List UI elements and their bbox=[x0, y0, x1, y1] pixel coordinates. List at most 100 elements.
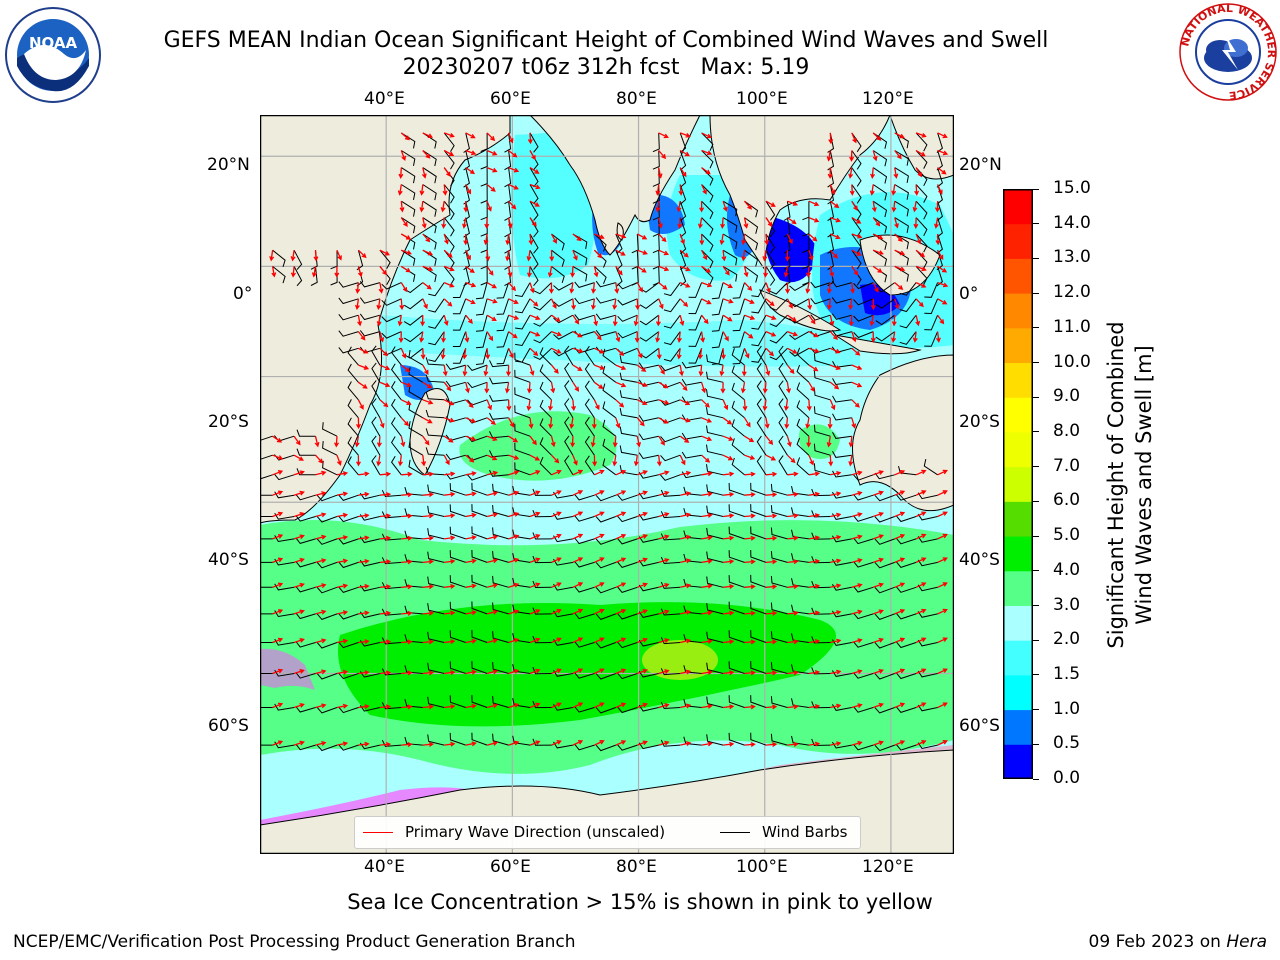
wind-barb bbox=[728, 575, 745, 588]
wave-direction-arrow bbox=[679, 233, 685, 245]
wind-barb bbox=[401, 184, 416, 200]
wind-barb bbox=[449, 504, 466, 517]
wind-barb bbox=[574, 706, 595, 713]
wind-barb bbox=[595, 538, 616, 545]
wind-barb bbox=[310, 266, 318, 286]
wind-barb bbox=[338, 347, 359, 354]
wave-direction-arrow bbox=[444, 583, 456, 589]
wave-direction-arrow bbox=[486, 314, 497, 321]
wind-barb bbox=[711, 298, 724, 316]
wave-direction-arrow bbox=[787, 217, 797, 225]
wave-direction-arrow bbox=[872, 265, 883, 273]
colorbar-tick-label: 2.0 bbox=[1053, 629, 1081, 650]
wave-direction-arrow bbox=[486, 669, 499, 675]
wave-direction-arrow bbox=[658, 364, 665, 375]
wave-direction-arrow bbox=[808, 491, 821, 497]
wave-direction-arrow bbox=[551, 347, 562, 354]
wave-direction-arrow bbox=[443, 167, 451, 177]
wave-direction-arrow bbox=[765, 704, 778, 710]
wave-direction-arrow bbox=[740, 382, 746, 394]
wave-direction-arrow bbox=[358, 364, 370, 370]
wave-direction-arrow bbox=[741, 233, 747, 246]
wave-direction-arrow bbox=[851, 347, 861, 356]
wave-direction-arrow bbox=[486, 298, 498, 304]
wave-direction-arrow bbox=[783, 266, 789, 278]
wind-barb bbox=[701, 150, 714, 169]
wave-direction-arrow bbox=[400, 436, 406, 448]
wave-direction-arrow bbox=[526, 250, 532, 262]
wave-direction-arrow bbox=[572, 233, 582, 242]
wind-barb bbox=[617, 613, 638, 620]
wave-direction-arrow bbox=[701, 167, 711, 175]
wave-direction-arrow bbox=[851, 512, 863, 518]
wind-barb bbox=[917, 492, 938, 500]
wind-barb bbox=[496, 282, 510, 299]
wind-barb bbox=[769, 347, 788, 361]
wave-direction-arrow bbox=[615, 668, 627, 675]
wind-barb bbox=[449, 601, 466, 615]
wave-direction-arrow bbox=[508, 331, 518, 339]
wave-direction-arrow bbox=[357, 331, 366, 341]
wind-barb bbox=[401, 150, 416, 166]
wind-barb bbox=[602, 419, 617, 437]
wind-barb bbox=[316, 744, 338, 752]
wind-barb bbox=[338, 281, 359, 288]
wind-barb bbox=[574, 297, 595, 305]
wind-barb bbox=[751, 314, 767, 330]
wave-direction-arrow bbox=[722, 435, 734, 441]
wave-direction-arrow bbox=[808, 249, 814, 261]
wind-barb bbox=[428, 331, 445, 346]
wave-direction-arrow bbox=[805, 417, 811, 429]
wind-barb bbox=[564, 435, 574, 456]
wind-barb bbox=[731, 457, 745, 476]
wind-barb bbox=[595, 313, 616, 320]
wave-direction-arrow bbox=[701, 491, 713, 497]
wind-barb bbox=[338, 313, 359, 321]
wind-barb bbox=[796, 364, 810, 383]
wind-barb bbox=[789, 298, 810, 308]
wave-direction-arrow bbox=[594, 233, 605, 240]
wind-barb bbox=[778, 362, 788, 383]
wind-barb bbox=[574, 561, 595, 568]
wind-barb bbox=[660, 364, 681, 372]
wind-barb bbox=[529, 200, 539, 221]
wave-direction-arrow bbox=[551, 490, 562, 496]
wave-direction-arrow bbox=[678, 364, 684, 377]
wave-direction-arrow bbox=[464, 331, 470, 343]
wind-barb bbox=[401, 249, 416, 266]
wave-direction-arrow bbox=[786, 382, 792, 394]
wave-direction-arrow bbox=[591, 417, 597, 430]
wave-direction-arrow bbox=[463, 201, 469, 213]
wind-barb bbox=[831, 297, 852, 304]
wave-direction-arrow bbox=[529, 557, 541, 564]
wind-barb bbox=[422, 249, 437, 266]
wave-direction-arrow bbox=[851, 470, 863, 476]
wave-direction-arrow bbox=[484, 382, 490, 394]
wind-barb bbox=[295, 672, 316, 679]
wave-direction-arrow bbox=[851, 669, 863, 675]
wind-barb bbox=[574, 641, 595, 648]
wind-barb bbox=[404, 530, 423, 540]
wave-direction-arrow bbox=[699, 233, 705, 246]
wind-barb bbox=[744, 249, 759, 267]
wave-direction-arrow bbox=[358, 347, 369, 354]
wave-direction-arrow bbox=[723, 491, 735, 497]
wave-direction-arrow bbox=[808, 610, 821, 616]
wind-barb bbox=[408, 459, 424, 476]
wind-barb bbox=[492, 527, 509, 540]
wind-barb bbox=[584, 416, 595, 437]
wind-barb bbox=[404, 579, 423, 588]
wave-direction-arrow bbox=[508, 298, 519, 305]
wave-direction-arrow bbox=[397, 184, 403, 196]
wind-barb bbox=[379, 249, 391, 269]
wave-direction-arrow bbox=[658, 512, 670, 518]
wave-direction-arrow bbox=[744, 282, 753, 291]
wave-direction-arrow bbox=[741, 250, 747, 262]
wave-direction-arrow bbox=[679, 167, 687, 178]
wave-direction-arrow bbox=[465, 454, 475, 463]
wave-direction-arrow bbox=[572, 702, 584, 709]
wind-barb bbox=[853, 331, 874, 339]
lat-tick-left-20s: 20°S bbox=[208, 412, 249, 432]
wave-direction-arrow bbox=[765, 454, 777, 461]
colorbar-tick-mark bbox=[1033, 570, 1039, 572]
